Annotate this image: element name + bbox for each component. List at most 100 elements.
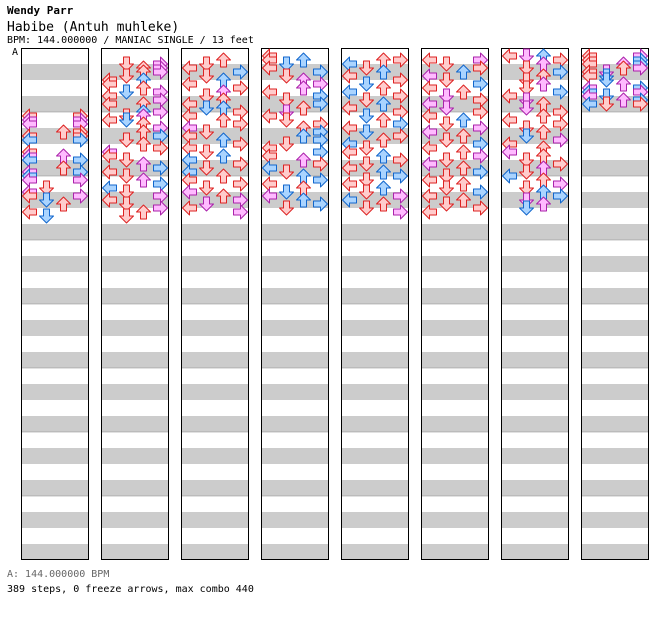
chart-column bbox=[21, 48, 89, 560]
arrow-down-icon bbox=[519, 128, 534, 144]
beat-band bbox=[501, 352, 569, 368]
arrow-left-icon bbox=[502, 88, 517, 104]
column-frame bbox=[581, 48, 649, 560]
arrow-down-icon bbox=[359, 92, 374, 108]
arrow-down-icon bbox=[519, 80, 534, 96]
arrow-left-icon bbox=[422, 156, 437, 172]
arrow-down-icon bbox=[279, 56, 294, 72]
arrow-right-icon bbox=[73, 188, 88, 204]
arrow-right-icon bbox=[553, 156, 568, 172]
arrow-up-icon bbox=[456, 176, 471, 192]
beat-band bbox=[581, 448, 649, 464]
arrow-down-icon bbox=[199, 196, 214, 212]
arrow-left-icon bbox=[262, 108, 277, 124]
beat-band bbox=[421, 480, 489, 496]
column-frame bbox=[421, 48, 489, 560]
column-frame bbox=[501, 48, 569, 560]
arrow-left-icon bbox=[342, 100, 357, 116]
beat-band bbox=[341, 544, 409, 560]
beat-band bbox=[341, 384, 409, 400]
column-frame bbox=[261, 48, 329, 560]
arrow-down-icon bbox=[359, 140, 374, 156]
arrow-down-icon bbox=[359, 124, 374, 140]
arrow-down-icon bbox=[279, 68, 294, 84]
arrow-right-icon bbox=[473, 184, 488, 200]
arrow-down-icon bbox=[439, 180, 454, 196]
beat-band bbox=[21, 544, 89, 560]
arrow-down-icon bbox=[199, 100, 214, 116]
beat-band bbox=[341, 512, 409, 528]
arrow-down-icon bbox=[39, 180, 54, 196]
beat-band bbox=[181, 160, 249, 176]
beat-band bbox=[341, 224, 409, 240]
beat-band bbox=[181, 416, 249, 432]
beat-band bbox=[261, 512, 329, 528]
arrow-up-icon bbox=[536, 76, 551, 92]
arrow-down-icon bbox=[279, 184, 294, 200]
arrow-down-icon bbox=[599, 72, 614, 88]
arrow-left-icon bbox=[342, 160, 357, 176]
arrow-down-icon bbox=[279, 92, 294, 108]
arrow-left-icon bbox=[422, 80, 437, 96]
arrow-left-icon bbox=[342, 68, 357, 84]
beat-band bbox=[21, 512, 89, 528]
bpm-readout: A: 144.000000 BPM bbox=[7, 569, 110, 580]
arrow-down-icon bbox=[439, 152, 454, 168]
arrow-down-icon bbox=[439, 168, 454, 184]
arrow-down-icon bbox=[199, 56, 214, 72]
arrow-down-icon bbox=[199, 180, 214, 196]
arrow-left-icon bbox=[262, 84, 277, 100]
arrow-down-icon bbox=[359, 108, 374, 124]
arrow-left-icon bbox=[102, 96, 117, 112]
arrow-down-icon bbox=[439, 56, 454, 72]
arrow-right-icon bbox=[73, 172, 88, 188]
arrow-right-icon bbox=[313, 96, 328, 112]
arrow-left-icon bbox=[502, 112, 517, 128]
arrow-left-icon bbox=[502, 168, 517, 184]
arrow-right-icon bbox=[473, 76, 488, 92]
chart-column bbox=[421, 48, 489, 560]
arrow-right-icon bbox=[153, 140, 168, 156]
beat-band bbox=[181, 128, 249, 144]
beat-band bbox=[181, 352, 249, 368]
arrow-right-icon bbox=[313, 156, 328, 172]
arrow-left-icon bbox=[22, 188, 37, 204]
beat-band bbox=[21, 160, 89, 176]
beat-band bbox=[101, 96, 169, 112]
arrow-left-icon bbox=[342, 84, 357, 100]
beat-band bbox=[581, 256, 649, 272]
column-frame bbox=[181, 48, 249, 560]
arrow-down-icon bbox=[359, 156, 374, 172]
beat-band bbox=[501, 160, 569, 176]
beat-band bbox=[421, 416, 489, 432]
arrow-up-icon bbox=[136, 80, 151, 96]
beat-band bbox=[421, 96, 489, 112]
arrow-up-icon bbox=[296, 52, 311, 68]
column-frame bbox=[21, 48, 89, 560]
beat-band bbox=[21, 288, 89, 304]
arrow-right-icon bbox=[153, 200, 168, 216]
arrow-left-icon bbox=[422, 52, 437, 68]
beat-band bbox=[181, 544, 249, 560]
beat-band bbox=[181, 224, 249, 240]
step-stats: 389 steps, 0 freeze arrows, max combo 44… bbox=[7, 584, 254, 595]
beat-band bbox=[581, 160, 649, 176]
beat-band bbox=[101, 384, 169, 400]
arrow-up-icon bbox=[376, 112, 391, 128]
arrow-down-icon bbox=[119, 168, 134, 184]
beat-band bbox=[21, 128, 89, 144]
arrow-right-icon bbox=[233, 136, 248, 152]
arrow-left-icon bbox=[422, 188, 437, 204]
beat-band bbox=[421, 192, 489, 208]
arrow-right-icon bbox=[553, 64, 568, 80]
arrow-down-icon bbox=[439, 88, 454, 104]
section-marker: A bbox=[12, 47, 19, 58]
beat-band bbox=[581, 384, 649, 400]
arrow-up-icon bbox=[136, 172, 151, 188]
arrow-down-icon bbox=[119, 112, 134, 128]
beat-band bbox=[421, 320, 489, 336]
beat-band bbox=[581, 224, 649, 240]
beat-band bbox=[261, 320, 329, 336]
arrow-right-icon bbox=[553, 188, 568, 204]
arrow-down-icon bbox=[439, 132, 454, 148]
